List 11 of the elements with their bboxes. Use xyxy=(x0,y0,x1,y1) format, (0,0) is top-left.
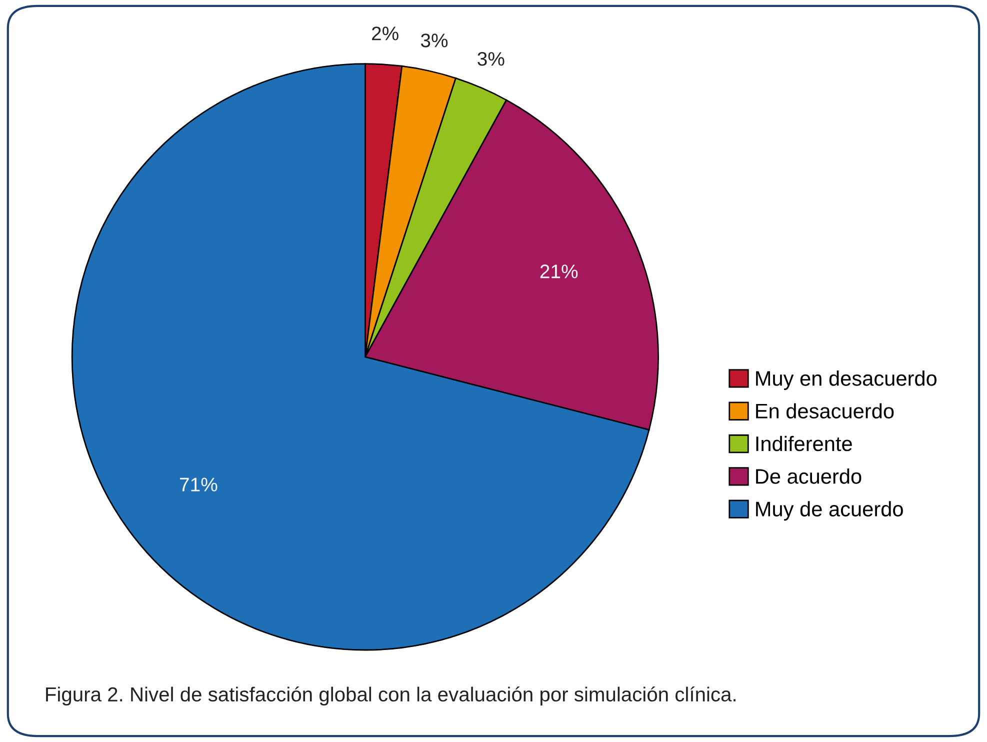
text: Figura 2. Nivel de satisfacción global con la evaluación por simulación clínica. xyxy=(46,686,736,706)
legend-label: Muy de acuerdo xyxy=(756,501,903,521)
legend-label: Muy en desacuerdo xyxy=(756,370,936,390)
data-label: 2% xyxy=(372,26,398,40)
data-label: 71% xyxy=(180,478,218,492)
data-label: 3% xyxy=(420,34,448,48)
legend-label: En desacuerdo xyxy=(756,403,894,419)
legend-label: De acuerdo xyxy=(756,468,862,484)
legend-label: Indiferente xyxy=(756,436,852,452)
data-label: 21% xyxy=(540,264,578,278)
data-label: 3% xyxy=(478,52,504,66)
